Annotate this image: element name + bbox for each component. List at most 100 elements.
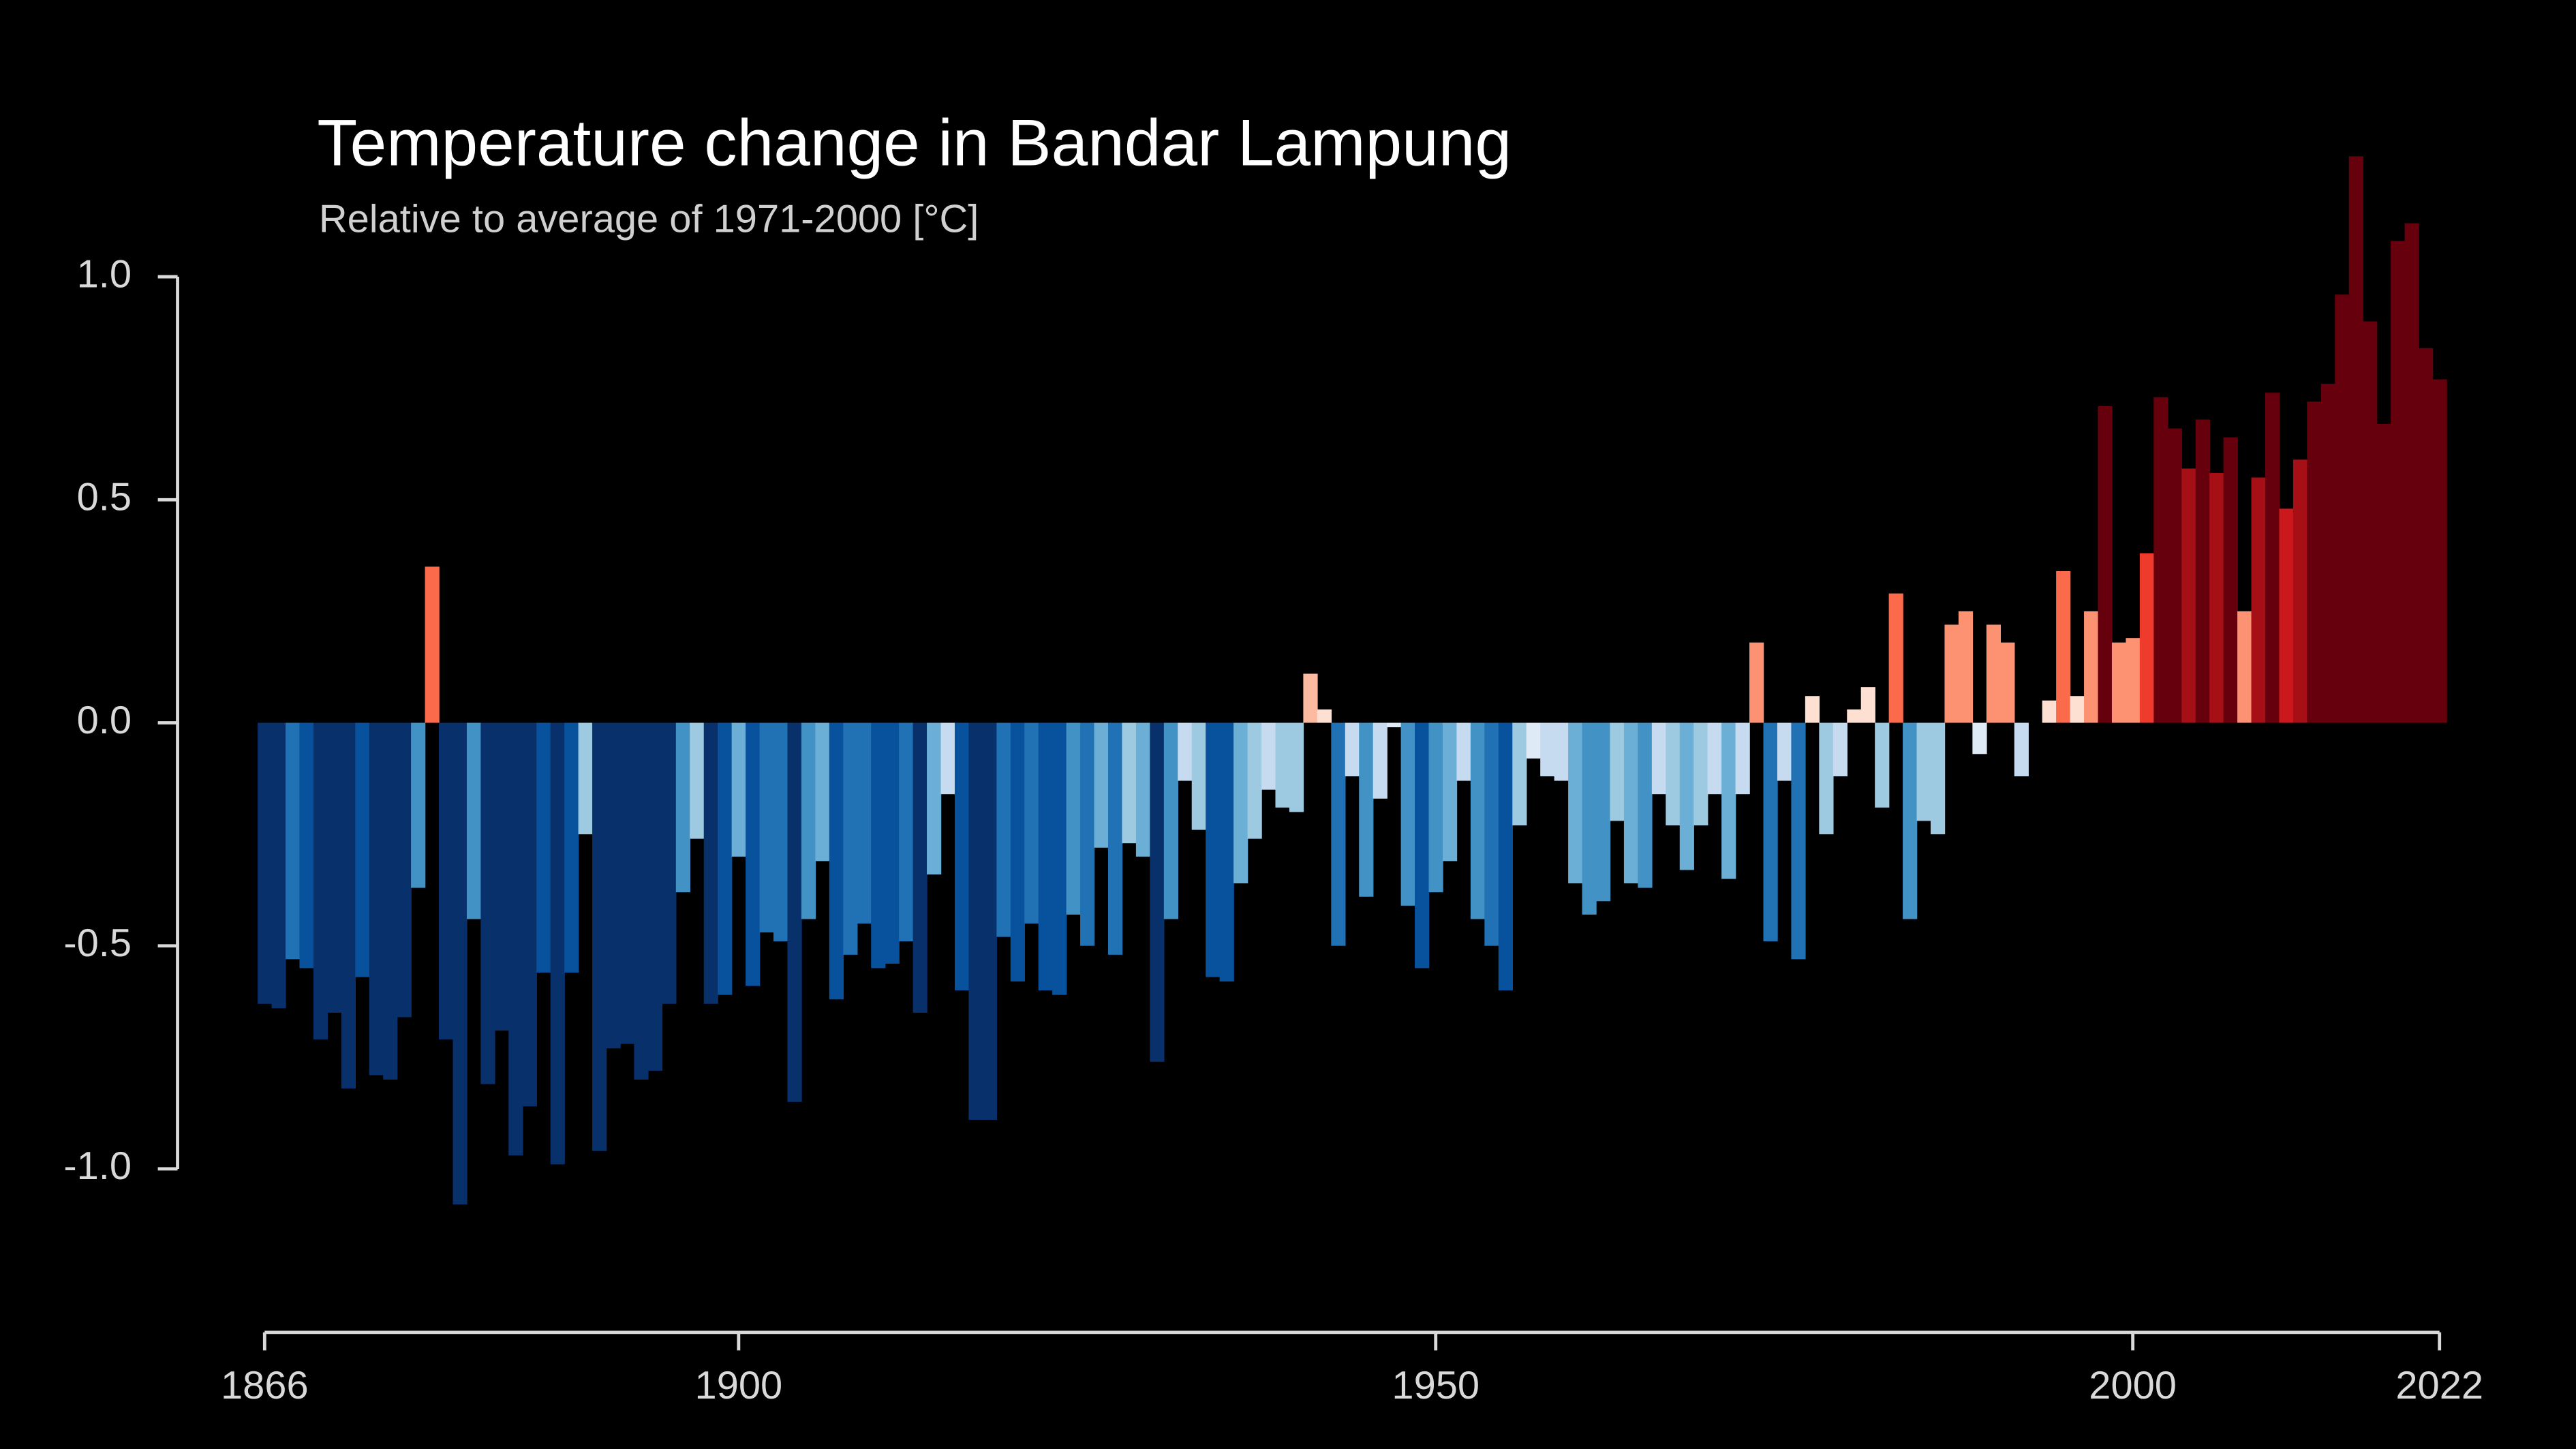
bar [1819,722,1834,835]
chart-title: Temperature change in Bandar Lampung [317,106,1512,179]
bar [2056,570,2071,723]
bar [285,722,301,960]
bar [1206,722,1221,977]
bar [885,722,900,964]
bar [2293,459,2308,723]
bar [2181,468,2196,723]
bar [703,722,718,1004]
bar [1666,722,1681,826]
bar [690,722,705,839]
bar [829,722,844,1000]
bar [1805,696,1820,723]
bar [1554,722,1569,781]
bar [1122,722,1137,844]
bar [662,722,677,1004]
bar [1638,722,1653,888]
bar [1875,722,1890,808]
bar [1163,722,1179,919]
bar [1679,722,1694,870]
bar [1135,722,1151,857]
bar [2111,642,2127,723]
bar [494,722,510,1031]
bar [2167,428,2182,723]
bar [1470,722,1486,919]
bar [634,722,649,1080]
bar [2223,437,2238,723]
bar [578,722,593,835]
bar [2237,611,2252,723]
bar [606,722,621,1049]
bar [1428,722,1443,893]
bar [425,566,440,723]
bar [341,722,356,1089]
bar [299,722,314,968]
bar [968,722,983,1120]
bar [1303,673,1318,723]
bar [2279,508,2294,723]
bar [1010,722,1025,982]
bar [787,722,802,1102]
bar [1178,722,1193,781]
bar [1275,722,1290,808]
bar [397,722,412,1018]
x-tick-label: 2000 [2089,1364,2177,1407]
bar [718,722,733,995]
bar [2209,473,2224,723]
bar [1749,642,1764,723]
bar [1052,722,1067,995]
bar [1833,722,1847,777]
bar [1623,722,1639,884]
bar [1582,722,1597,915]
bar [1777,722,1792,781]
chart-subtitle: Relative to average of 1971-2000 [°C] [319,198,979,241]
bar [1944,624,1959,723]
bar [2307,401,2322,723]
bar [258,722,273,1004]
bar [508,722,523,1156]
bar [1540,722,1555,777]
bar [1568,722,1583,884]
bar [857,722,872,924]
bar [592,722,607,1151]
bar [480,722,495,1084]
bar [1191,722,1206,830]
bar [1024,722,1039,924]
bar [2098,406,2113,723]
bar [1958,611,1974,723]
bar [1150,722,1165,1062]
bar [327,722,342,1013]
bar [1972,722,1987,754]
bar [996,722,1011,937]
bar [1331,722,1346,946]
bar [1442,722,1458,861]
bar [2042,700,2057,723]
bar [1261,722,1276,790]
bar [1931,722,1946,835]
x-tick-label: 1900 [695,1364,783,1407]
bar [355,722,370,977]
bar [675,722,690,893]
bar [1233,722,1248,884]
bar [466,722,482,919]
bar [411,722,426,888]
x-tick-label: 1950 [1392,1364,1479,1407]
bar [746,722,761,986]
y-tick-label: 0.0 [77,699,132,742]
bar [1066,722,1081,915]
bar [1498,722,1513,991]
bar [2251,477,2266,723]
bar [2014,722,2029,777]
bar [2265,393,2280,723]
bar [927,722,942,875]
bar [1387,722,1402,728]
bar [2084,611,2099,723]
bar [2404,223,2419,723]
bar [2335,294,2350,723]
bar [2139,553,2155,723]
bar [1791,722,1806,960]
bar [731,722,746,857]
bar [2391,241,2406,723]
bar [453,722,467,1205]
